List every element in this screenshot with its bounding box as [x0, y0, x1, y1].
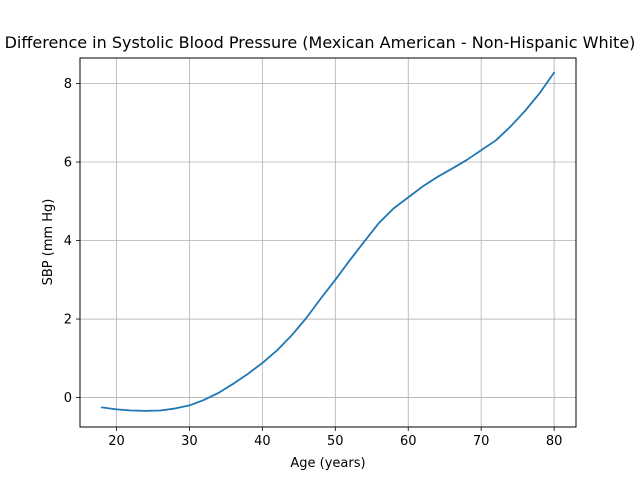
x-tick-label: 40: [254, 434, 271, 449]
chart-title: Difference in Systolic Blood Pressure (M…: [5, 33, 636, 52]
x-tick-label: 70: [473, 434, 490, 449]
plot-frame: [79, 57, 577, 428]
x-tick-label: 50: [327, 434, 344, 449]
y-tick-label: 6: [64, 156, 72, 171]
x-tick-label: 80: [546, 434, 563, 449]
grid-lines: [80, 58, 576, 427]
y-tick-label: 2: [64, 313, 72, 328]
y-tick-label: 0: [64, 391, 72, 406]
series-layer: [100, 71, 556, 412]
y-axis-label: SBP (mm Hg): [41, 199, 56, 286]
x-tick-label: 20: [108, 434, 125, 449]
series-line: [100, 71, 556, 412]
x-tick-label: 60: [400, 434, 417, 449]
x-tick-label: 30: [181, 434, 198, 449]
y-tick-label: 8: [64, 77, 72, 92]
x-axis-label: Age (years): [290, 456, 365, 471]
x-axis-ticks: 20 30 40 50 60 70 80: [108, 427, 562, 449]
y-tick-label: 4: [64, 234, 72, 249]
y-axis-ticks: 0 2 4 6 8: [64, 77, 80, 406]
